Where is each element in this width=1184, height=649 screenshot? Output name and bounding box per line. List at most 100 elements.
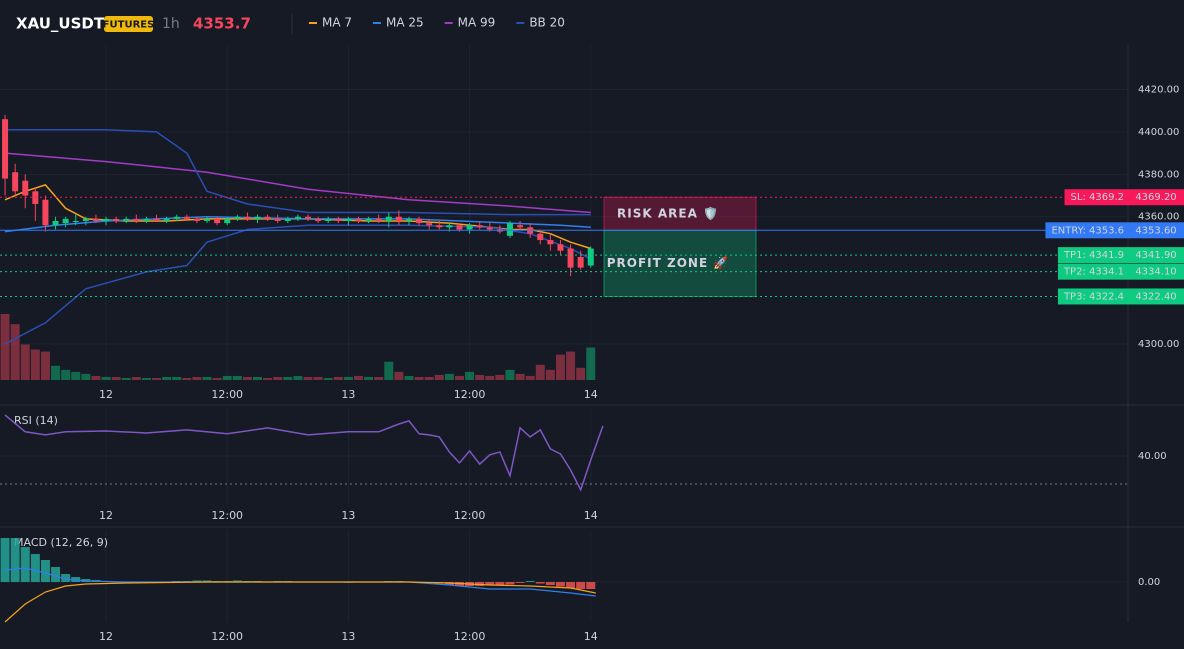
x-tick-label: 12:00 [454, 509, 486, 522]
candle-body [315, 218, 322, 221]
x-tick-label: 12:00 [211, 509, 243, 522]
candle-body [537, 233, 544, 241]
level-label: TP1: 4341.9 [1063, 250, 1124, 261]
candle-body [234, 216, 241, 219]
x-tick-label: 14 [584, 509, 598, 522]
volume-bar [485, 375, 495, 380]
histogram-bar [192, 580, 202, 582]
volume-bar [263, 377, 273, 380]
level-value-bg [1128, 288, 1184, 305]
level-value: 4369.20 [1135, 192, 1176, 203]
volume-bar [414, 376, 424, 380]
candle-body [426, 223, 433, 226]
candle-body [214, 218, 221, 224]
volume-bar [323, 377, 333, 380]
candle-body [153, 218, 160, 221]
level-value-bg [1128, 222, 1184, 239]
legend-label: MA 99 [458, 16, 496, 30]
candle-body [12, 172, 19, 192]
volume-bar [40, 351, 50, 380]
candle-body [557, 244, 564, 251]
candle-body [385, 216, 392, 221]
volume-bar [0, 314, 10, 380]
candle-body [436, 225, 443, 228]
candle-body [284, 218, 291, 221]
volume-bar [454, 375, 464, 380]
volume-bar [283, 376, 293, 380]
volume-bar [586, 347, 596, 380]
histogram-bar [555, 582, 565, 587]
candle-body [345, 218, 352, 221]
candle-body [446, 225, 453, 228]
level-label-bg [1057, 263, 1128, 280]
x-tick-label: 12:00 [454, 630, 486, 643]
histogram-bar [51, 567, 61, 582]
volume-bar [111, 376, 121, 380]
candle-body [123, 218, 130, 221]
histogram-bar [40, 560, 50, 582]
candle-body [325, 218, 332, 221]
volume-bar [71, 371, 81, 380]
candle-body [22, 180, 29, 196]
histogram-bar [586, 582, 596, 589]
x-tick-label: 12 [99, 509, 113, 522]
x-tick-label: 12 [99, 630, 113, 643]
volume-bar [192, 376, 202, 380]
x-tick-label: 12:00 [454, 388, 486, 401]
volume-bar [61, 369, 71, 380]
candle-body [52, 220, 59, 226]
volume-bar [364, 376, 374, 380]
candle-body [476, 225, 483, 228]
candle-body [204, 218, 211, 221]
candle-body [405, 218, 412, 221]
level-value: 4341.90 [1135, 250, 1176, 261]
level-label: SL: 4369.2 [1071, 192, 1124, 203]
level-label: TP3: 4322.4 [1063, 291, 1124, 302]
zone [603, 196, 757, 231]
y-tick-label: 4360.00 [1138, 212, 1179, 223]
badge: FUTURES [103, 20, 155, 31]
x-tick-label: 13 [341, 388, 355, 401]
candle-body [224, 218, 231, 224]
volume-bar [353, 375, 363, 380]
volume-bar [495, 374, 505, 380]
candle-body [2, 119, 9, 179]
pane-title: RSI (14) [14, 414, 58, 427]
candle-body [113, 218, 120, 221]
volume-bar [384, 361, 394, 380]
histogram-bar [576, 582, 586, 589]
volume-bar [515, 373, 525, 380]
level-label: TP2: 4334.1 [1063, 267, 1124, 278]
candle-body [183, 216, 190, 219]
volume-bar [162, 376, 172, 380]
candle-body [264, 216, 271, 219]
candle-body [274, 218, 281, 221]
histogram-bar [545, 582, 555, 585]
level-label-bg [1045, 222, 1128, 239]
volume-bar [202, 376, 212, 380]
histogram-bar [232, 580, 242, 582]
histogram-bar [10, 538, 20, 582]
level-value: 4334.10 [1135, 267, 1176, 278]
volume-bar [424, 376, 434, 380]
zone [603, 229, 757, 297]
volume-bar [182, 377, 192, 380]
legend-label: MA 25 [386, 16, 424, 30]
candle-body [143, 218, 150, 221]
candle-body [506, 223, 513, 236]
level-value: 4322.40 [1135, 291, 1176, 302]
histogram-bar [525, 581, 535, 582]
x-tick-label: 13 [341, 509, 355, 522]
symbol: XAU_USDT [16, 15, 105, 33]
volume-bar [525, 375, 535, 380]
volume-bar [434, 374, 444, 380]
candle-body [335, 218, 342, 221]
volume-bar [91, 375, 101, 380]
x-tick-label: 12:00 [211, 630, 243, 643]
volume-bar [576, 367, 586, 380]
volume-bar [465, 371, 475, 380]
volume-bar [273, 376, 283, 380]
histogram-bar [202, 580, 212, 582]
volume-bar [51, 365, 61, 380]
volume-bar [20, 344, 30, 380]
